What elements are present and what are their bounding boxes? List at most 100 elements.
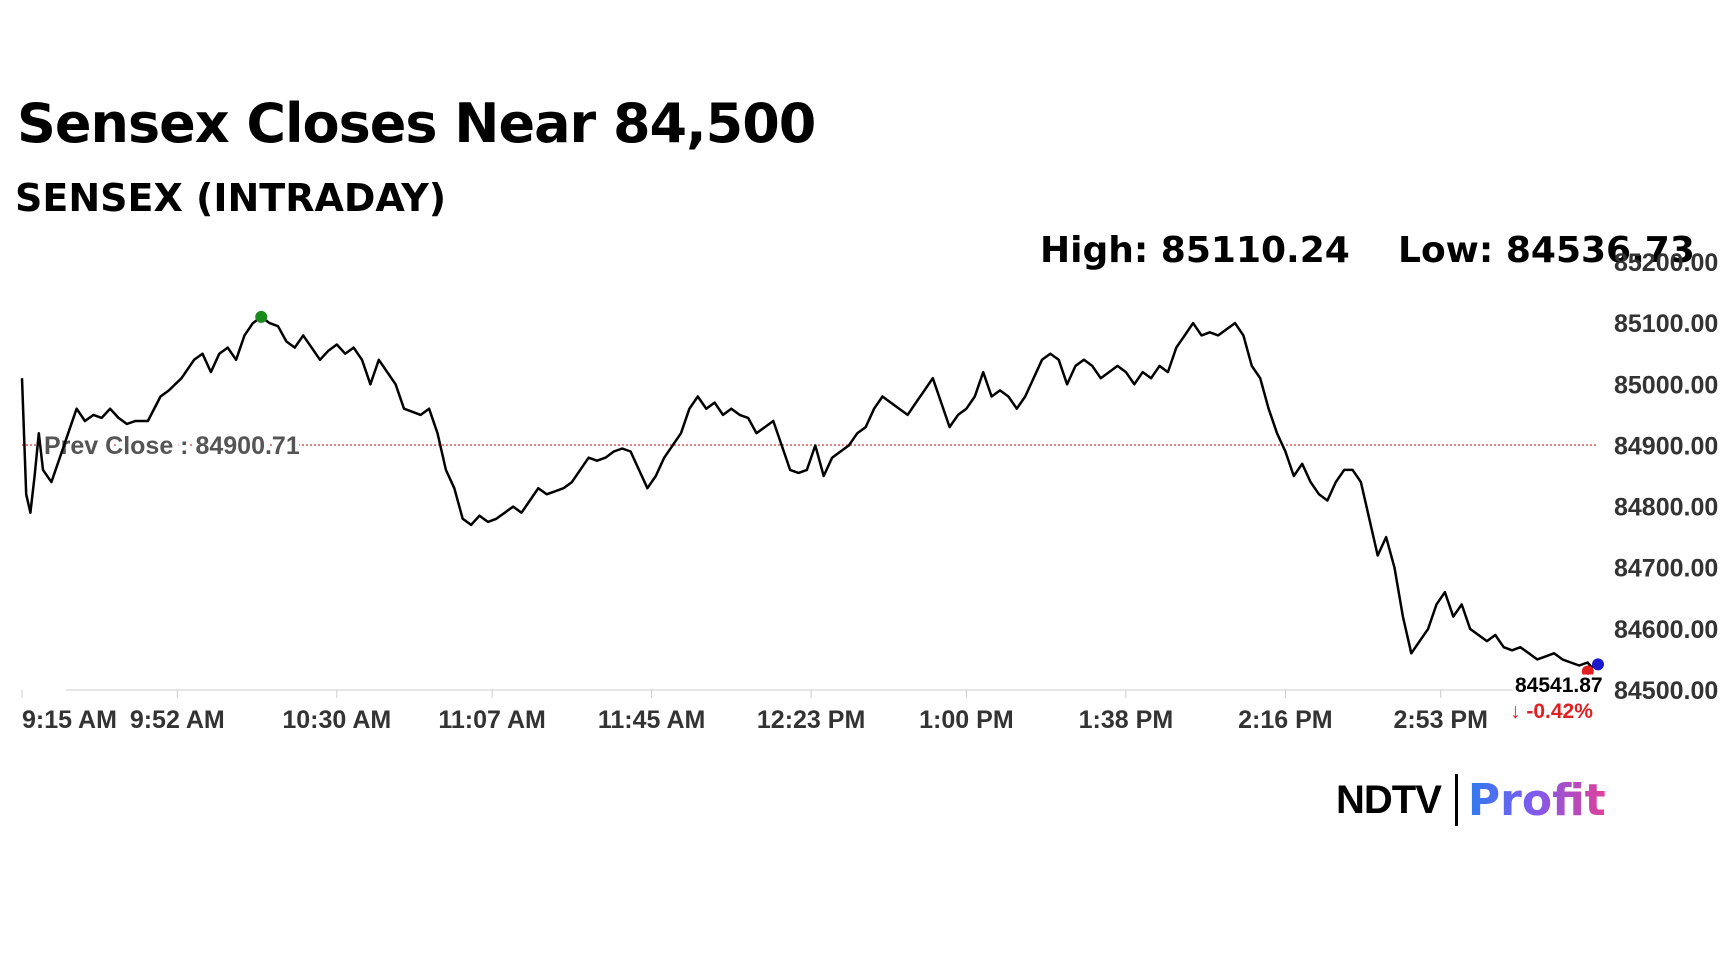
series-point — [479, 515, 481, 517]
series-point — [1352, 469, 1354, 471]
series-point — [1310, 481, 1312, 483]
series-point — [1444, 591, 1446, 593]
series-point — [747, 417, 749, 419]
series-point — [932, 377, 934, 379]
x-tick-label: 9:52 AM — [130, 706, 225, 734]
series-point — [881, 396, 883, 398]
series-point — [25, 493, 27, 495]
y-tick-label: 85200.00 — [1614, 249, 1718, 277]
series-point — [898, 408, 900, 410]
series-point — [1477, 634, 1479, 636]
series-point — [210, 371, 212, 373]
series-point — [722, 414, 724, 416]
x-tick-label: 11:45 AM — [598, 706, 705, 734]
series-point — [1033, 377, 1035, 379]
series-point — [965, 408, 967, 410]
last-marker — [1592, 658, 1604, 671]
series-point — [1242, 334, 1244, 336]
series-point — [730, 408, 732, 410]
series-point — [319, 359, 321, 361]
series-point — [596, 460, 598, 462]
series-point — [856, 432, 858, 434]
series-point — [168, 389, 170, 391]
series-point — [1545, 655, 1547, 657]
series-point — [1360, 481, 1362, 483]
y-tick-label: 85100.00 — [1614, 310, 1718, 338]
series-point — [1528, 652, 1530, 654]
series-point — [59, 457, 61, 459]
series-point — [781, 444, 783, 446]
x-tick-label: 1:38 PM — [1079, 706, 1173, 734]
series-point — [520, 512, 522, 514]
series-point — [1553, 652, 1555, 654]
series-point — [1049, 353, 1051, 355]
y-tick-label: 84500.00 — [1614, 677, 1718, 705]
series-point — [1410, 652, 1412, 654]
series-point — [353, 347, 355, 349]
series-point — [1494, 634, 1496, 636]
series-point — [369, 383, 371, 385]
series-point — [118, 417, 120, 419]
series-point — [160, 396, 162, 398]
series-point — [269, 322, 271, 324]
series-point — [957, 414, 959, 416]
series-point — [411, 411, 413, 413]
x-tick-label: 9:15 AM — [22, 706, 117, 734]
series-point — [1024, 396, 1026, 398]
series-point — [1192, 322, 1194, 324]
series-point — [1251, 365, 1253, 367]
series-point — [1587, 661, 1589, 663]
series-point — [940, 402, 942, 404]
series-point — [604, 457, 606, 459]
series-point — [101, 417, 103, 419]
y-tick-label: 84600.00 — [1614, 616, 1718, 644]
series-point — [50, 481, 52, 483]
series-point — [1158, 365, 1160, 367]
series-point — [38, 432, 40, 434]
series-point — [1503, 646, 1505, 648]
logo-ndtv-text: NDTV — [1336, 777, 1442, 822]
series-point — [1125, 371, 1127, 373]
series-point — [1402, 616, 1404, 618]
series-point — [495, 518, 497, 520]
series-point — [697, 396, 699, 398]
series-point — [1142, 371, 1144, 373]
series-point — [537, 487, 539, 489]
series-point — [470, 524, 472, 526]
series-point — [688, 408, 690, 410]
series-point — [588, 457, 590, 459]
x-tick-label: 11:07 AM — [438, 706, 545, 734]
series-point — [982, 371, 984, 373]
series-point — [395, 383, 397, 385]
series-point — [621, 447, 623, 449]
series-point — [428, 408, 430, 410]
series-point — [327, 350, 329, 352]
series-point — [1335, 481, 1337, 483]
series-point — [235, 359, 237, 361]
series-point — [193, 359, 195, 361]
series-point — [1276, 432, 1278, 434]
series-point — [180, 377, 182, 379]
series-point — [445, 469, 447, 471]
series-point — [504, 512, 506, 514]
series-point — [1268, 408, 1270, 410]
series-point — [1108, 371, 1110, 373]
series-point — [1200, 334, 1202, 336]
series-point — [109, 408, 111, 410]
last-value-label: 84541.87 — [1515, 674, 1603, 697]
series-point — [285, 340, 287, 342]
series-point — [907, 414, 909, 416]
down-arrow-icon: ↓ — [1510, 700, 1526, 723]
series-point — [865, 426, 867, 428]
series-point — [1293, 475, 1295, 477]
series-point — [890, 402, 892, 404]
series-point — [1486, 640, 1488, 642]
series-point — [1259, 377, 1261, 379]
series-point — [21, 377, 23, 379]
last-change-label: ↓ -0.42% — [1510, 700, 1593, 723]
series-point — [84, 420, 86, 422]
series-point — [1284, 451, 1286, 453]
series-point — [277, 325, 279, 327]
series-point — [201, 353, 203, 355]
